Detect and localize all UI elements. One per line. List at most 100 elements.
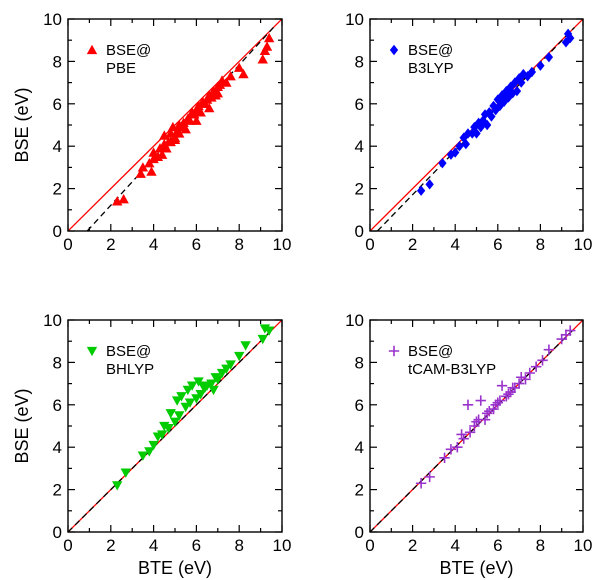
data-point	[512, 85, 522, 97]
legend-marker	[389, 44, 399, 56]
data-point	[221, 77, 232, 87]
data-point	[451, 147, 460, 158]
data-point	[234, 62, 245, 72]
y-tick-label: 0	[53, 222, 62, 241]
legend-label-line1: BSE@	[106, 343, 151, 360]
ticks	[67, 18, 283, 232]
x-tick-label: 0	[63, 235, 72, 254]
data-point	[502, 85, 511, 97]
x-tick-label: 8	[234, 536, 243, 555]
x-tick-label: 8	[234, 235, 243, 254]
data-point	[493, 94, 502, 105]
data-point	[566, 32, 575, 44]
legend-label-line2: B3LYP	[408, 60, 454, 77]
y-tick-label: 8	[53, 52, 62, 71]
data-point	[537, 355, 548, 366]
data-point	[492, 397, 503, 408]
x-tick-label: 10	[273, 235, 292, 254]
x-tick-label: 6	[493, 536, 502, 555]
data-point	[221, 364, 232, 374]
x-tick-label: 8	[536, 536, 545, 555]
fit-line	[86, 27, 274, 231]
data-point	[225, 71, 236, 81]
scatter-panel-3: 0 2 4 6 8 10 0 2 4 6 8 10 BTE (eV) BSE (eV) BSE@BHLYP	[12, 311, 291, 578]
y-tick-label: 2	[355, 481, 364, 500]
data-point	[234, 351, 245, 362]
data-point	[544, 51, 554, 63]
data-point	[238, 68, 249, 79]
y-tick-label: 2	[53, 180, 62, 199]
data-point	[474, 117, 483, 129]
x-tick-label: 0	[63, 536, 72, 555]
x-tick-label: 4	[450, 235, 459, 254]
y-axis-title: BSE (eV)	[12, 388, 32, 463]
data-point	[446, 149, 456, 160]
y-tick-label: 6	[355, 396, 364, 415]
y-tick-label: 8	[355, 353, 364, 372]
data-point	[165, 409, 176, 419]
scatter-panel-4: 0 2 4 6 8 10 0 2 4 6 8 10 BTE (eV) BSE@tCAM-B3LYP	[345, 311, 592, 578]
data-point	[455, 141, 464, 152]
data-point	[479, 414, 491, 425]
x-tick-label: 4	[149, 536, 158, 555]
ticks	[369, 18, 584, 232]
data-point	[500, 96, 509, 107]
y-tick-label: 0	[355, 222, 364, 241]
y-tick-label: 8	[355, 52, 364, 71]
ticks	[369, 319, 584, 533]
x-tick-label: 2	[408, 235, 417, 254]
fit-line	[370, 328, 575, 532]
identity-line	[68, 19, 282, 231]
data-point	[468, 128, 477, 139]
x-tick-label: 10	[574, 536, 593, 555]
data-point	[204, 102, 215, 113]
ticks	[67, 319, 283, 533]
legend: BSE@BHLYP	[86, 343, 154, 378]
data-point	[517, 77, 526, 88]
data-point	[482, 119, 492, 131]
x-tick-label: 4	[450, 536, 459, 555]
data-point	[472, 128, 481, 139]
data-point	[180, 402, 191, 413]
data-point	[118, 194, 129, 204]
y-tick-label: 10	[43, 311, 62, 330]
data-point	[186, 381, 198, 391]
legend: BSE@tCAM-B3LYP	[388, 343, 496, 378]
data-point	[135, 168, 146, 178]
data-point	[148, 147, 159, 157]
y-tick-label: 2	[355, 180, 364, 199]
data-point	[182, 385, 194, 396]
data-point	[458, 433, 469, 444]
data-point	[206, 379, 217, 389]
data-point	[424, 471, 435, 483]
x-tick-label: 10	[574, 235, 593, 254]
data-point	[476, 121, 485, 133]
data-point	[171, 396, 183, 406]
legend-label-line2: tCAM-B3LYP	[408, 361, 496, 378]
data-point	[524, 367, 535, 379]
legend-marker	[86, 346, 98, 357]
data-point	[156, 149, 168, 159]
data-point	[496, 380, 508, 391]
data-point	[257, 54, 268, 64]
legend: BSE@B3LYP	[389, 42, 454, 77]
x-tick-label: 4	[149, 235, 158, 254]
scatter-panel-2: 0 2 4 6 8 10 0 2 4 6 8 10 BSE@B3LYP	[345, 10, 592, 254]
data-point	[438, 157, 447, 169]
y-tick-label: 10	[345, 311, 364, 330]
data-point	[195, 107, 206, 117]
data-point	[565, 325, 576, 336]
data-point	[263, 32, 275, 43]
data-point	[461, 138, 471, 150]
x-tick-label: 2	[408, 536, 417, 555]
legend-label-line1: BSE@	[408, 343, 453, 360]
data-point	[261, 41, 273, 51]
y-tick-label: 10	[43, 10, 62, 29]
x-tick-label: 2	[106, 536, 115, 555]
data-point	[263, 326, 275, 336]
data-points	[415, 325, 576, 489]
y-tick-label: 6	[53, 396, 62, 415]
data-point	[439, 452, 450, 463]
data-point	[176, 392, 187, 402]
legend: BSE@PBE	[86, 42, 151, 77]
